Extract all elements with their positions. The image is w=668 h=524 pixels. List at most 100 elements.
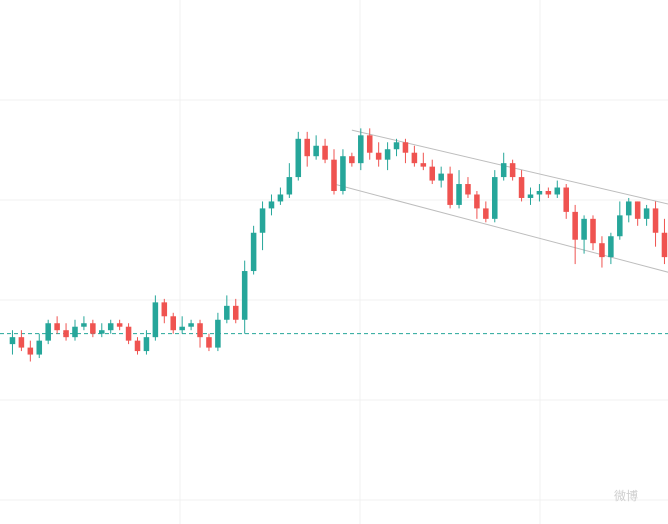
candle: [625, 197, 632, 223]
candle-body: [402, 142, 409, 153]
candle-body: [215, 319, 221, 348]
candle: [313, 135, 319, 160]
candle: [232, 298, 239, 324]
candle: [179, 316, 185, 334]
candle-body: [322, 145, 328, 160]
candle-body: [232, 305, 239, 320]
candle: [411, 145, 418, 167]
candle: [81, 316, 87, 331]
candle: [581, 215, 587, 254]
candle: [331, 149, 337, 195]
candle: [45, 319, 51, 345]
candle-body: [36, 340, 43, 355]
candle-body: [572, 211, 578, 240]
candle: [358, 128, 364, 171]
candle-body: [295, 138, 302, 178]
candle: [340, 149, 346, 195]
candle-body: [349, 156, 355, 164]
candle: [259, 201, 266, 251]
candle: [447, 166, 453, 209]
candle: [286, 163, 293, 198]
candle-body: [393, 142, 400, 150]
candle-body: [456, 184, 462, 205]
candle-body: [18, 337, 25, 348]
candle: [393, 138, 400, 157]
candle: [322, 138, 328, 164]
candle: [170, 312, 177, 334]
candle-body: [134, 340, 141, 352]
candle: [250, 225, 257, 275]
candle: [483, 201, 489, 223]
candle: [304, 131, 310, 167]
candle-body: [554, 187, 561, 195]
candle: [90, 319, 96, 338]
candle-body: [313, 145, 319, 157]
candle: [9, 330, 16, 355]
candle-body: [9, 337, 16, 345]
candle: [295, 131, 302, 181]
candle: [366, 128, 373, 160]
candle-body: [286, 177, 293, 195]
candle-body: [340, 156, 346, 191]
candle-body: [599, 243, 605, 258]
candle-body: [545, 191, 552, 195]
candle-body: [331, 159, 337, 191]
candle: [554, 180, 561, 198]
candle-body: [27, 347, 34, 355]
candle-body: [527, 194, 534, 198]
candle-body: [429, 166, 436, 181]
candle-body: [206, 337, 212, 348]
candle-body: [99, 330, 105, 334]
candle: [215, 312, 221, 352]
candle: [161, 298, 168, 324]
candle-body: [241, 271, 248, 320]
candle: [536, 184, 543, 202]
candle-body: [304, 138, 310, 157]
candle-body: [224, 305, 230, 320]
candle-body: [384, 149, 391, 160]
candle-body: [90, 323, 96, 334]
candle-body: [268, 201, 275, 209]
candle: [36, 333, 43, 359]
candle-body: [465, 184, 471, 195]
candle-body: [438, 173, 444, 181]
candle: [545, 187, 552, 198]
candle: [608, 232, 614, 265]
candle-body: [125, 326, 132, 341]
candle: [518, 170, 525, 202]
candle: [27, 340, 34, 362]
candle: [634, 201, 641, 226]
candle-body: [259, 208, 266, 233]
candle: [402, 138, 409, 164]
candle: [509, 159, 516, 181]
candle-body: [563, 187, 569, 212]
candle-body: [625, 201, 632, 216]
candle: [349, 152, 355, 167]
candle: [384, 142, 391, 171]
candle: [590, 215, 596, 251]
candle: [134, 337, 141, 355]
candle: [152, 295, 159, 341]
candle: [277, 187, 284, 205]
candle-body: [152, 302, 159, 338]
candle-body: [411, 152, 418, 164]
candle-body: [581, 218, 587, 240]
candle: [420, 152, 427, 171]
candle: [661, 218, 668, 265]
candle: [188, 319, 194, 331]
candle-body: [161, 302, 168, 317]
candle: [527, 187, 534, 205]
watermark: 微博: [614, 488, 638, 503]
candle-body: [447, 173, 453, 205]
candle-body: [366, 135, 373, 153]
candle-body: [491, 177, 498, 219]
candle: [429, 159, 436, 185]
candle-body: [634, 201, 641, 219]
candle: [224, 295, 230, 324]
candle: [599, 236, 605, 268]
candle-body: [179, 326, 185, 331]
candle-body: [590, 218, 596, 244]
candle: [456, 170, 462, 209]
candle-body: [197, 323, 203, 338]
